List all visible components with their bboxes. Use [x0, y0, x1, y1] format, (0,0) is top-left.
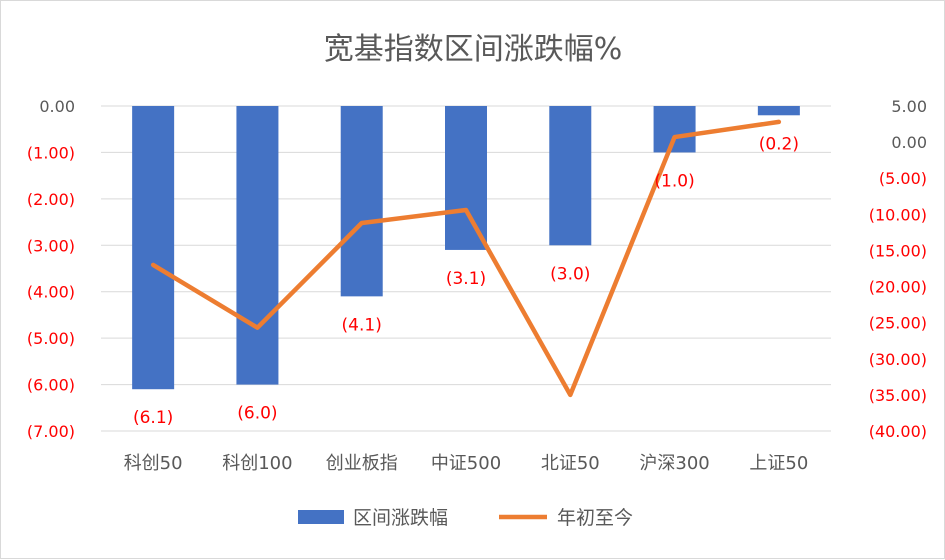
left-tick-label: (1.00)	[27, 143, 75, 162]
right-tick-label: (20.00)	[869, 278, 927, 297]
left-tick-label: (3.00)	[27, 236, 75, 255]
bar	[758, 106, 800, 115]
right-tick-label: (30.00)	[869, 350, 927, 369]
category-labels: 科创50 科创100 创业板指 中证500 北证50 沪深300 上证50	[124, 453, 809, 474]
category-label: 沪深300	[639, 453, 709, 474]
bar-data-label: (1.0)	[654, 171, 694, 191]
bar-data-label: (3.0)	[550, 264, 590, 284]
legend-swatch-bar	[298, 510, 344, 524]
bar	[654, 106, 696, 152]
right-tick-label: 0.00	[891, 133, 927, 152]
category-label: 创业板指	[326, 453, 398, 474]
right-tick-label: (40.00)	[869, 422, 927, 441]
category-label: 科创100	[222, 453, 292, 474]
bar-data-label: (3.1)	[446, 269, 486, 289]
left-axis-ticks: 0.00 (1.00) (2.00) (3.00) (4.00) (5.00) (6.00)…	[27, 97, 75, 441]
left-tick-label: 0.00	[39, 97, 75, 116]
bar-data-label: (6.0)	[237, 404, 277, 424]
left-tick-label: (4.00)	[27, 283, 75, 302]
right-tick-label: (5.00)	[879, 169, 927, 188]
category-label: 中证500	[431, 453, 501, 474]
category-label: 上证50	[749, 453, 808, 474]
right-tick-label: 5.00	[891, 97, 927, 116]
right-tick-label: (15.00)	[869, 241, 927, 260]
right-tick-label: (35.00)	[869, 386, 927, 405]
bar	[341, 106, 383, 296]
chart-title: 宽基指数区间涨跌幅%	[324, 32, 623, 67]
legend-label-bar: 区间涨跌幅	[353, 507, 448, 529]
bar-data-label: (4.1)	[342, 315, 382, 335]
bar	[445, 106, 487, 250]
bar	[236, 106, 278, 385]
legend-label-line: 年初至今	[557, 507, 633, 529]
left-tick-label: (6.00)	[27, 376, 75, 395]
bar-series	[132, 106, 800, 389]
bar	[549, 106, 591, 245]
legend: 区间涨跌幅 年初至今	[298, 507, 633, 529]
bar	[132, 106, 174, 389]
left-tick-label: (2.00)	[27, 190, 75, 209]
right-tick-label: (10.00)	[869, 205, 927, 224]
right-axis-ticks: 5.00 0.00 (5.00) (10.00) (15.00) (20.00) (25.0…	[869, 97, 927, 441]
category-label: 科创50	[124, 453, 183, 474]
bar-data-label: (6.1)	[133, 408, 173, 428]
left-tick-label: (7.00)	[27, 422, 75, 441]
right-tick-label: (25.00)	[869, 314, 927, 333]
bar-data-label: (0.2)	[759, 134, 799, 154]
left-tick-label: (5.00)	[27, 329, 75, 348]
category-label: 北证50	[541, 453, 600, 474]
